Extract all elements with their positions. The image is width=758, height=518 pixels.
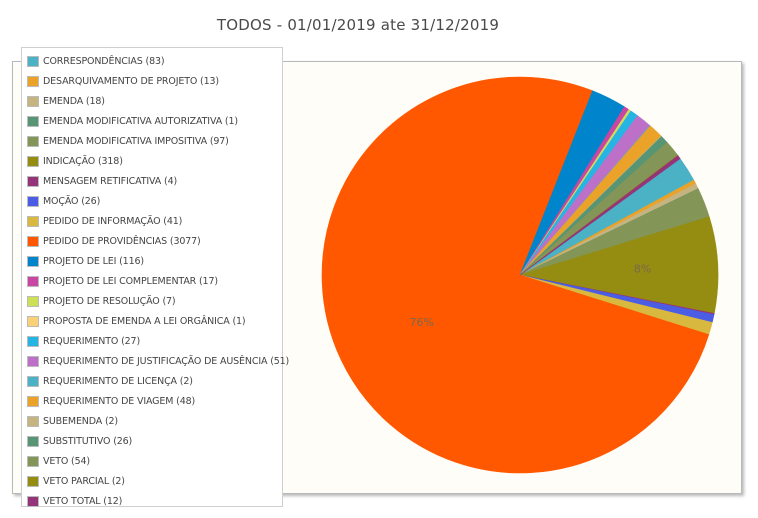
legend-label: EMENDA (18) <box>43 95 105 107</box>
legend-swatch <box>27 55 39 67</box>
legend-label: PROJETO DE LEI COMPLEMENTAR (17) <box>43 275 218 287</box>
legend-swatch <box>27 135 39 147</box>
legend-label: PEDIDO DE PROVIDÊNCIAS (3077) <box>43 235 201 247</box>
legend-swatch <box>27 215 39 227</box>
legend-swatch <box>27 295 39 307</box>
legend-item[interactable]: PROJETO DE RESOLUÇÃO (7) <box>22 291 282 311</box>
legend-label: VETO (54) <box>43 455 90 467</box>
legend-label: CORRESPONDÊNCIAS (83) <box>43 55 165 67</box>
legend-item[interactable]: EMENDA MODIFICATIVA IMPOSITIVA (97) <box>22 131 282 151</box>
legend-item[interactable]: VETO PARCIAL (2) <box>22 471 282 491</box>
legend-item[interactable]: DESARQUIVAMENTO DE PROJETO (13) <box>22 71 282 91</box>
legend-swatch <box>27 395 39 407</box>
legend-label: EMENDA MODIFICATIVA IMPOSITIVA (97) <box>43 135 229 147</box>
legend-label: REQUERIMENTO DE JUSTIFICAÇÃO DE AUSÊNCIA… <box>43 355 290 367</box>
pie-slice[interactable] <box>519 216 719 314</box>
legend-swatch <box>27 95 39 107</box>
slice-percent-label: 8% <box>634 263 651 276</box>
pie-slice[interactable] <box>519 155 681 276</box>
legend-label: REQUERIMENTO DE LICENÇA (2) <box>43 375 193 387</box>
legend-item[interactable]: PROJETO DE LEI (116) <box>22 251 282 271</box>
legend-swatch <box>27 355 39 367</box>
legend-label: MENSAGEM RETIFICATIVA (4) <box>43 175 178 187</box>
legend-swatch <box>27 75 39 87</box>
legend-swatch <box>27 155 39 167</box>
legend-item[interactable]: EMENDA MODIFICATIVA AUTORIZATIVA (1) <box>22 111 282 131</box>
legend: CORRESPONDÊNCIAS (83) DESARQUIVAMENTO DE … <box>21 47 289 507</box>
chart-title: TODOS - 01/01/2019 ate 31/12/2019 <box>216 16 500 34</box>
legend-swatch <box>27 475 39 487</box>
legend-item[interactable]: SUBEMENDA (2) <box>22 411 282 431</box>
legend-swatch <box>27 375 39 387</box>
legend-label: PROJETO DE RESOLUÇÃO (7) <box>43 295 176 307</box>
legend-item[interactable]: VETO (54) <box>22 451 282 471</box>
legend-swatch <box>27 315 39 327</box>
legend-item[interactable]: PROJETO DE LEI COMPLEMENTAR (17) <box>22 271 282 291</box>
legend-label: MOÇÃO (26) <box>43 195 101 207</box>
legend-item[interactable]: PEDIDO DE INFORMAÇÃO (41) <box>22 211 282 231</box>
legend-swatch <box>27 495 39 507</box>
legend-label: EMENDA MODIFICATIVA AUTORIZATIVA (1) <box>43 115 238 127</box>
legend-label: INDICAÇÃO (318) <box>43 155 123 167</box>
legend-label: PEDIDO DE INFORMAÇÃO (41) <box>43 215 183 227</box>
legend-item[interactable]: EMENDA (18) <box>22 91 282 111</box>
legend-swatch <box>27 435 39 447</box>
legend-item[interactable]: REQUERIMENTO DE JUSTIFICAÇÃO DE AUSÊNCIA… <box>22 351 289 371</box>
legend-label: SUBEMENDA (2) <box>43 415 118 427</box>
legend-swatch <box>27 455 39 467</box>
legend-swatch <box>27 175 39 187</box>
legend-swatch <box>27 255 39 267</box>
legend-label: SUBSTITUTIVO (26) <box>43 435 133 447</box>
slice-percent-label: 76% <box>409 316 433 329</box>
legend-item[interactable]: MENSAGEM RETIFICATIVA (4) <box>22 171 282 191</box>
legend-label: VETO PARCIAL (2) <box>43 475 125 487</box>
legend-label: REQUERIMENTO DE VIAGEM (48) <box>43 395 196 407</box>
legend-item[interactable]: REQUERIMENTO DE VIAGEM (48) <box>22 391 282 411</box>
legend-label: PROJETO DE LEI (116) <box>43 255 144 267</box>
plot-area: 76% 8% <box>12 61 742 494</box>
legend-swatch <box>27 235 39 247</box>
legend-label: REQUERIMENTO (27) <box>43 335 140 347</box>
legend-item[interactable]: REQUERIMENTO DE LICENÇA (2) <box>22 371 282 391</box>
legend-swatch <box>27 115 39 127</box>
legend-swatch <box>27 335 39 347</box>
legend-label: PROPOSTA DE EMENDA A LEI ORGÂNICA (1) <box>43 315 246 327</box>
legend-item[interactable]: VETO TOTAL (12) <box>22 491 282 511</box>
legend-item[interactable]: SUBSTITUTIVO (26) <box>22 431 282 451</box>
legend-label: DESARQUIVAMENTO DE PROJETO (13) <box>43 75 219 87</box>
legend-swatch <box>27 195 39 207</box>
legend-item[interactable]: MOÇÃO (26) <box>22 191 282 211</box>
legend-swatch <box>27 275 39 287</box>
legend-item[interactable]: REQUERIMENTO (27) <box>22 331 282 351</box>
pie-slice[interactable] <box>321 76 710 474</box>
legend-item[interactable]: INDICAÇÃO (318) <box>22 151 282 171</box>
pie-chart: 76% 8% <box>321 76 719 474</box>
legend-item[interactable]: PROPOSTA DE EMENDA A LEI ORGÂNICA (1) <box>22 311 282 331</box>
legend-swatch <box>27 415 39 427</box>
legend-item[interactable]: CORRESPONDÊNCIAS (83) <box>22 51 282 71</box>
legend-item[interactable]: PEDIDO DE PROVIDÊNCIAS (3077) <box>22 231 282 251</box>
legend-label: VETO TOTAL (12) <box>43 495 123 507</box>
